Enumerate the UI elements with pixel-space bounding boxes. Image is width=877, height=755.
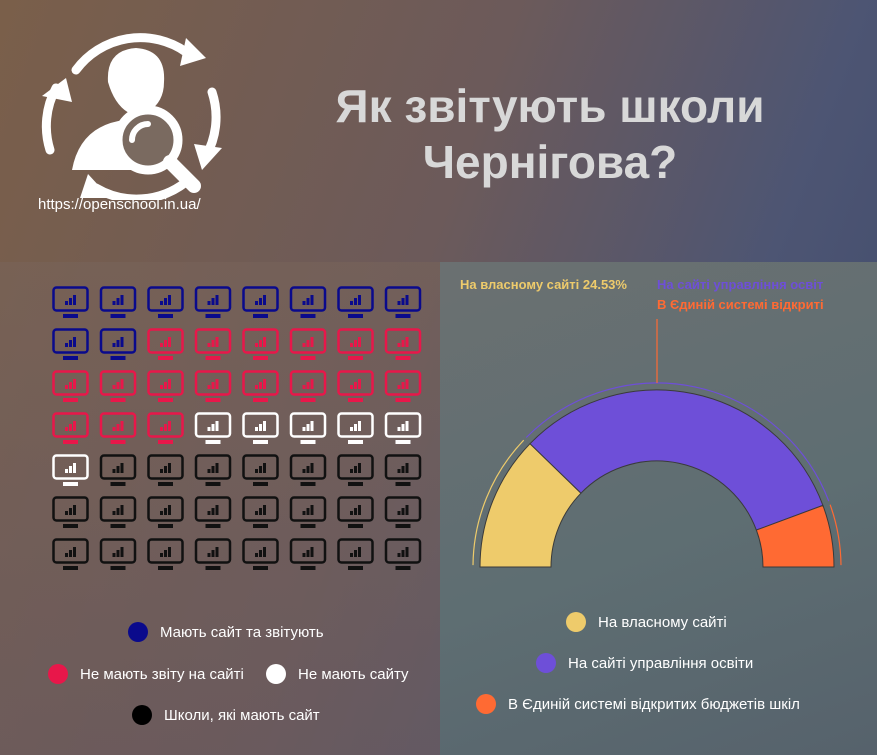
school-monitor-icon: [242, 370, 279, 402]
gauge-slice: [755, 504, 835, 568]
legend-dot-purple: [536, 653, 556, 673]
school-monitor-icon: [99, 412, 137, 444]
school-monitor-icon: [242, 496, 279, 528]
school-monitor-icon: [337, 328, 374, 360]
school-monitor-icon: [242, 538, 279, 570]
header: https://openschool.in.ua/ Як звітують шк…: [0, 0, 877, 262]
legend-label: В Єдиній системі відкритих бюджетів шкіл: [508, 695, 800, 713]
school-monitor-icon: [147, 538, 184, 570]
school-monitor-icon: [99, 370, 137, 402]
school-monitor-icon: [147, 328, 184, 360]
school-monitor-icon: [242, 454, 279, 486]
legend-label: Не мають звіту на сайті: [80, 665, 244, 683]
annotation-open-budgets: В Єдиній системі відкриті: [657, 297, 824, 312]
title-line-2: Чернігова?: [422, 136, 678, 188]
school-monitor-icon: [194, 538, 232, 570]
school-monitor-icon: [384, 496, 422, 528]
school-monitor-icon: [384, 412, 422, 444]
slice-annotation-arc: [829, 504, 842, 566]
annotation-own-site: На власному сайті 24.53%: [460, 277, 627, 292]
school-monitor-icon: [52, 286, 89, 318]
school-monitor-icon: [99, 286, 137, 318]
monitor-icon-grid: [52, 286, 422, 570]
search-person-logo-icon: [41, 33, 222, 200]
school-monitor-icon: [289, 328, 327, 360]
chart-legend-item-open-budgets: В Єдиній системі відкритих бюджетів шкіл: [476, 694, 800, 714]
school-monitor-icon: [242, 328, 279, 360]
chart-legend-item-education-site: На сайті управління освіти: [536, 653, 753, 673]
school-monitor-icon: [99, 538, 137, 570]
school-monitor-icon: [52, 328, 89, 360]
reporting-gauge-panel: На власному сайті 24.53% На сайті управл…: [440, 262, 877, 755]
school-monitor-icon: [242, 412, 279, 444]
legend-dot-white: [266, 664, 286, 684]
legend-label: На сайті управління освіти: [568, 654, 754, 672]
school-monitor-icon: [337, 454, 374, 486]
legend-label: Не мають сайту: [298, 665, 409, 683]
site-url-link[interactable]: https://openschool.in.ua/: [38, 196, 201, 213]
slice-annotation-arc: [525, 382, 830, 502]
school-monitor-icon: [147, 286, 184, 318]
slice-annotation-arc: [472, 439, 525, 566]
legend-dot-yellow: [566, 612, 586, 632]
school-monitor-icon: [337, 286, 374, 318]
chart-legend-item-own-site: На власному сайті: [566, 612, 727, 632]
school-monitor-icon: [52, 538, 89, 570]
school-monitor-icon: [337, 538, 374, 570]
school-monitor-icon: [289, 286, 327, 318]
school-monitor-icon: [384, 454, 422, 486]
school-monitor-icon: [289, 412, 327, 444]
school-monitor-icon: [99, 328, 137, 360]
school-monitor-icon: [147, 454, 184, 486]
school-monitor-icon: [52, 454, 89, 486]
school-monitor-icon: [242, 286, 279, 318]
page-title: Як звітують школи Чернігова?: [250, 78, 850, 190]
title-line-1: Як звітують школи: [335, 80, 765, 132]
school-monitor-icon: [194, 286, 232, 318]
legend-dot-blue: [128, 622, 148, 642]
school-monitor-icon: [147, 370, 184, 402]
school-monitor-icon: [194, 412, 232, 444]
school-monitor-icon: [384, 328, 422, 360]
legend-label: Мають сайт та звітують: [160, 623, 324, 641]
gauge-slice: [529, 389, 824, 531]
schools-icon-grid-panel: Мають сайт та звітують Не мають звіту на…: [0, 262, 440, 755]
legend-label: На власному сайті: [598, 613, 727, 631]
school-monitor-icon: [99, 454, 137, 486]
school-monitor-icon: [99, 496, 137, 528]
school-monitor-icon: [289, 370, 327, 402]
school-monitor-icon: [194, 454, 232, 486]
school-monitor-icon: [337, 370, 374, 402]
school-monitor-icon: [194, 496, 232, 528]
school-monitor-icon: [384, 370, 422, 402]
school-monitor-icon: [289, 496, 327, 528]
legend-dot-orange: [476, 694, 496, 714]
legend-dot-black: [132, 705, 152, 725]
school-monitor-icon: [194, 370, 232, 402]
school-monitor-icon: [337, 412, 374, 444]
school-monitor-icon: [194, 328, 232, 360]
school-monitor-icon: [384, 286, 422, 318]
legend-dot-red: [48, 664, 68, 684]
school-monitor-icon: [337, 496, 374, 528]
legend-item-blue: Мають сайт та звітують: [128, 622, 324, 642]
legend-item-red: Не мають звіту на сайті: [48, 664, 244, 684]
school-monitor-icon: [52, 412, 89, 444]
legend-item-black: Школи, які мають сайт: [132, 705, 320, 725]
school-monitor-icon: [52, 370, 89, 402]
school-monitor-icon: [52, 496, 89, 528]
legend-label: Школи, які мають сайт: [164, 706, 320, 724]
legend-item-white: Не мають сайту: [266, 664, 409, 684]
school-monitor-icon: [289, 454, 327, 486]
school-monitor-icon: [289, 538, 327, 570]
school-monitor-icon: [147, 496, 184, 528]
school-monitor-icon: [147, 412, 184, 444]
half-donut-chart: [472, 319, 842, 568]
annotation-education-site: На сайті управління освіт: [657, 277, 824, 292]
school-monitor-icon: [384, 538, 422, 570]
